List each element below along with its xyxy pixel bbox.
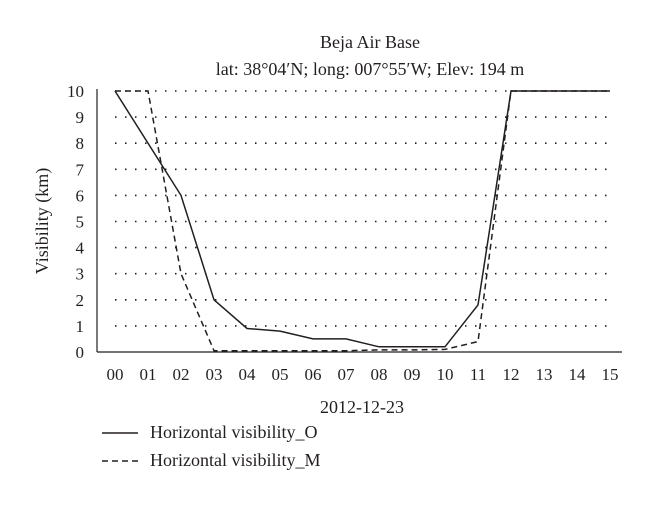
- x-tick-label: 11: [470, 365, 486, 384]
- legend-label: Horizontal visibility_O: [150, 422, 317, 442]
- y-tick-label: 5: [76, 213, 85, 232]
- y-tick-label: 1: [76, 317, 85, 336]
- y-tick-label: 2: [76, 291, 85, 310]
- y-tick-label: 6: [76, 186, 85, 205]
- chart-title: Beja Air Base: [320, 32, 420, 52]
- legend: Horizontal visibility_O Horizontal visibi…: [102, 422, 321, 470]
- axes: [96, 89, 622, 353]
- x-tick-label: 10: [437, 365, 454, 384]
- series: [114, 90, 610, 352]
- y-tick-labels: 0 1 2 3 4 5 6 7 8 9 10: [67, 82, 85, 362]
- x-tick-label: 06: [305, 365, 322, 384]
- y-tick-label: 9: [76, 108, 85, 127]
- x-tick-label: 04: [239, 365, 257, 384]
- grid: [115, 90, 610, 327]
- y-tick-label: 8: [76, 134, 85, 153]
- x-tick-labels: 00 01 02 03 04 05 06 07 08 09 10 11 12 13 14 15: [107, 365, 619, 384]
- x-tick-label: 12: [503, 365, 520, 384]
- x-tick-label: 14: [569, 365, 587, 384]
- series-line-solid: [114, 90, 610, 348]
- chart-subtitle: lat: 38°04′N; long: 007°55′W; Elev: 194 …: [216, 59, 525, 79]
- y-tick-label: 3: [76, 265, 85, 284]
- x-tick-label: 01: [140, 365, 157, 384]
- x-tick-label: 02: [173, 365, 190, 384]
- y-axis-label: Visibility (km): [32, 168, 53, 274]
- y-tick-label: 0: [76, 343, 85, 362]
- y-tick-label: 7: [76, 160, 85, 179]
- x-tick-label: 08: [371, 365, 388, 384]
- x-tick-label: 07: [338, 365, 356, 384]
- y-tick-label: 4: [76, 239, 85, 258]
- series-line-dashed: [115, 90, 610, 352]
- x-axis-label: 2012-12-23: [320, 397, 404, 417]
- x-tick-label: 00: [107, 365, 124, 384]
- x-tick-label: 09: [404, 365, 421, 384]
- x-tick-label: 03: [206, 365, 223, 384]
- x-tick-label: 13: [536, 365, 553, 384]
- y-tick-label: 10: [67, 82, 84, 101]
- legend-label: Horizontal visibility_M: [150, 450, 321, 470]
- x-tick-label: 15: [602, 365, 619, 384]
- x-tick-label: 05: [272, 365, 289, 384]
